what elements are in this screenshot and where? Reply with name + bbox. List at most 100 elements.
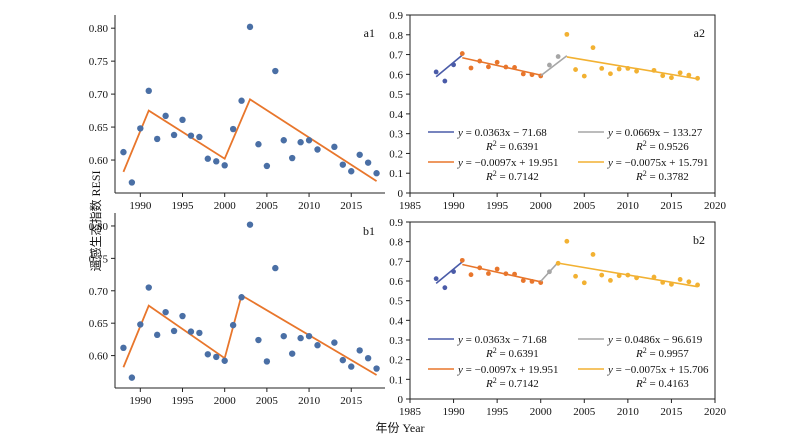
data-point bbox=[145, 87, 152, 95]
data-point bbox=[555, 54, 561, 59]
data-point bbox=[608, 71, 613, 77]
data-point bbox=[280, 332, 287, 340]
data-point bbox=[660, 279, 666, 285]
data-point bbox=[120, 148, 127, 156]
data-point bbox=[170, 131, 178, 139]
data-point bbox=[599, 66, 605, 71]
data-point bbox=[477, 58, 483, 64]
data-point bbox=[564, 238, 570, 244]
data-point bbox=[137, 321, 144, 328]
data-point bbox=[433, 69, 439, 75]
data-point bbox=[677, 277, 683, 282]
x-tick-label: 1990 bbox=[129, 395, 152, 407]
data-point bbox=[204, 351, 212, 358]
x-tick-label: 2015 bbox=[340, 395, 363, 407]
data-point bbox=[162, 308, 169, 316]
x-tick-label: 1995 bbox=[172, 395, 195, 407]
y-tick-label: 0.2 bbox=[389, 355, 403, 367]
legend-r2: R2 = 0.7142 bbox=[485, 169, 539, 184]
data-point bbox=[272, 264, 279, 272]
data-point bbox=[238, 294, 245, 301]
y-tick-label: 0.3 bbox=[389, 129, 403, 141]
segment-fit-line bbox=[566, 56, 698, 80]
data-point bbox=[651, 67, 657, 73]
data-point bbox=[494, 266, 500, 272]
data-point bbox=[196, 133, 203, 141]
segment-fit-line bbox=[435, 261, 463, 284]
panel-a1: 1990 1995 2000 2005 2010 2015 0.60 0.65 0.70 0.75… bbox=[89, 15, 385, 212]
legend-r2: R2 = 0.9957 bbox=[635, 346, 689, 361]
x-tick-label: 2010 bbox=[298, 395, 321, 407]
data-point bbox=[187, 132, 195, 139]
data-point bbox=[120, 344, 127, 352]
y-tick-label: 0.8 bbox=[389, 30, 403, 42]
legend-r2: R2 = 0.6391 bbox=[485, 346, 539, 361]
data-point bbox=[599, 272, 605, 278]
data-point bbox=[512, 271, 517, 277]
panel-label: b1 bbox=[363, 224, 375, 238]
x-tick-label: 2005 bbox=[256, 395, 279, 407]
fit-line bbox=[122, 98, 378, 182]
segment-fit-line bbox=[462, 263, 541, 283]
x-tick-label: 2000 bbox=[530, 406, 553, 418]
y-tick-label: 0.65 bbox=[89, 122, 109, 134]
legend-equation: y = −0.0097x + 19.951 bbox=[457, 364, 559, 376]
y-tick-label: 0.80 bbox=[89, 23, 109, 35]
data-point bbox=[573, 67, 578, 72]
data-point bbox=[625, 66, 631, 71]
data-point bbox=[520, 71, 526, 77]
data-point bbox=[669, 281, 674, 287]
data-point bbox=[503, 271, 509, 277]
data-point bbox=[263, 358, 271, 365]
panels: 1990 1995 2000 2005 2010 20150.600.650.700.75… bbox=[89, 10, 727, 418]
data-point bbox=[373, 170, 380, 177]
data-point bbox=[348, 363, 355, 370]
x-tick-label: 2015 bbox=[660, 406, 683, 418]
data-point bbox=[442, 285, 448, 291]
data-point bbox=[695, 282, 700, 288]
data-point bbox=[280, 137, 287, 144]
data-point bbox=[153, 331, 161, 339]
data-point bbox=[468, 65, 474, 71]
data-point bbox=[137, 125, 144, 132]
x-tick-label: 2005 bbox=[573, 200, 596, 212]
legend-equation: y = 0.0486x − 96.619 bbox=[607, 334, 703, 346]
data-point bbox=[494, 59, 500, 65]
data-point bbox=[263, 162, 271, 170]
data-point bbox=[625, 272, 631, 278]
data-point bbox=[153, 135, 161, 143]
data-point bbox=[538, 280, 544, 285]
x-tick-label: 2020 bbox=[704, 200, 727, 212]
data-point bbox=[305, 137, 313, 144]
x-tick-label: 1990 bbox=[129, 200, 152, 212]
x-tick-label: 2020 bbox=[704, 406, 727, 418]
panel-label: a1 bbox=[364, 26, 375, 40]
y-tick-label: 0.4 bbox=[389, 315, 403, 327]
data-point bbox=[314, 146, 321, 153]
data-point bbox=[695, 75, 700, 81]
legend-r2: R2 = 0.7142 bbox=[485, 376, 539, 391]
y-tick-label: 0.70 bbox=[89, 286, 109, 298]
data-point bbox=[433, 276, 439, 282]
panel-a2: 1985 1990 1995 2000 2005 2010 2015 2020 0 0.1 0.2 0… bbox=[389, 10, 726, 212]
data-point bbox=[297, 139, 304, 146]
data-point bbox=[555, 260, 561, 266]
legend-r2: R2 = 0.9526 bbox=[635, 139, 689, 154]
legend-equation: y = 0.0363x − 71.68 bbox=[457, 127, 547, 139]
panel-b1: 1990 1995 2000 2005 2010 2015 0.60 0.65 0.70 0.75… bbox=[89, 213, 385, 407]
legend-equation: y = 0.0363x − 71.68 bbox=[457, 334, 547, 346]
data-point bbox=[503, 64, 509, 70]
legend-r2: R2 = 0.6391 bbox=[485, 139, 539, 154]
data-point bbox=[246, 23, 254, 31]
legend-equation: y = −0.0097x + 19.951 bbox=[457, 157, 559, 169]
segment-fit-line bbox=[462, 56, 541, 76]
x-axis-title: 年份 Year bbox=[375, 421, 424, 435]
data-point bbox=[348, 168, 355, 175]
panel-b2: 1985 1990 1995 2000 2005 2010 2015 2020 0 0.1 0.2 0… bbox=[389, 217, 726, 418]
y-tick-label: 0.75 bbox=[89, 56, 109, 68]
data-point bbox=[634, 275, 639, 281]
x-tick-label: 2010 bbox=[298, 200, 321, 212]
x-tick-label: 1990 bbox=[443, 406, 466, 418]
data-point bbox=[581, 280, 587, 286]
y-tick-label: 0.1 bbox=[389, 374, 403, 386]
